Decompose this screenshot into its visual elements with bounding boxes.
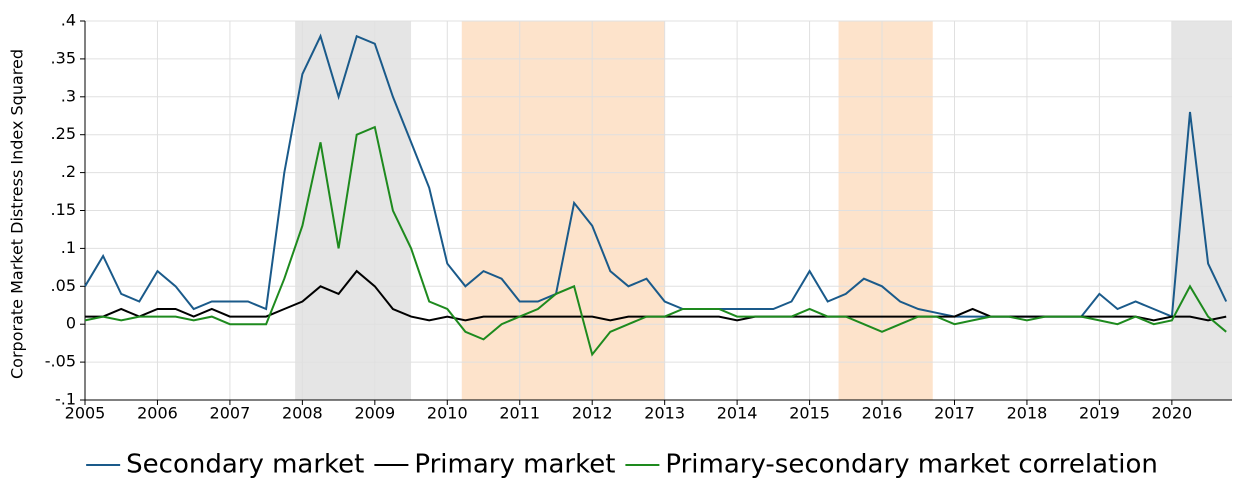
x-tick-label: 2014 [717, 404, 758, 423]
legend-label: Primary-secondary market correlation [665, 450, 1157, 480]
x-tick-label: 2019 [1079, 404, 1120, 423]
x-tick-label: 2013 [644, 404, 685, 423]
y-tick-label: 0 [66, 314, 76, 333]
x-tick-label: 2011 [499, 404, 540, 423]
legend: Secondary market Primary market Primary-se… [86, 450, 1158, 480]
y-tick-label: .35 [51, 48, 76, 67]
y-tick-label: -.1 [55, 390, 76, 409]
x-tick-label: 2015 [789, 404, 830, 423]
series-line [84, 125, 1227, 357]
y-tick-label: .15 [51, 200, 76, 219]
x-tick-label: 2007 [210, 404, 251, 423]
x-tick-label: 2016 [862, 404, 903, 423]
x-tick-label: 2012 [572, 404, 613, 423]
y-tick-label: .1 [61, 238, 76, 257]
y-tick-label: .25 [51, 124, 76, 143]
x-tick-label: 2010 [427, 404, 468, 423]
legend-label: Secondary market [126, 450, 364, 480]
y-axis-title: Corporate Market Distress Index Squared [8, 49, 27, 379]
y-tick-label: -.05 [45, 352, 76, 371]
x-tick-label: 2017 [934, 404, 975, 423]
legend-label: Primary market [414, 450, 615, 480]
x-tick-label: 2018 [1007, 404, 1048, 423]
y-tick-label: .2 [61, 162, 76, 181]
x-tick-label: 2008 [282, 404, 323, 423]
y-tick-label: .4 [61, 11, 76, 30]
y-tick-label: .3 [61, 86, 76, 105]
x-tick-label: 2005 [65, 404, 106, 423]
x-tick-label: 2009 [354, 404, 395, 423]
x-tick-label: 2020 [1152, 404, 1193, 423]
y-tick-label: .05 [51, 276, 76, 295]
x-tick-label: 2006 [137, 404, 178, 423]
